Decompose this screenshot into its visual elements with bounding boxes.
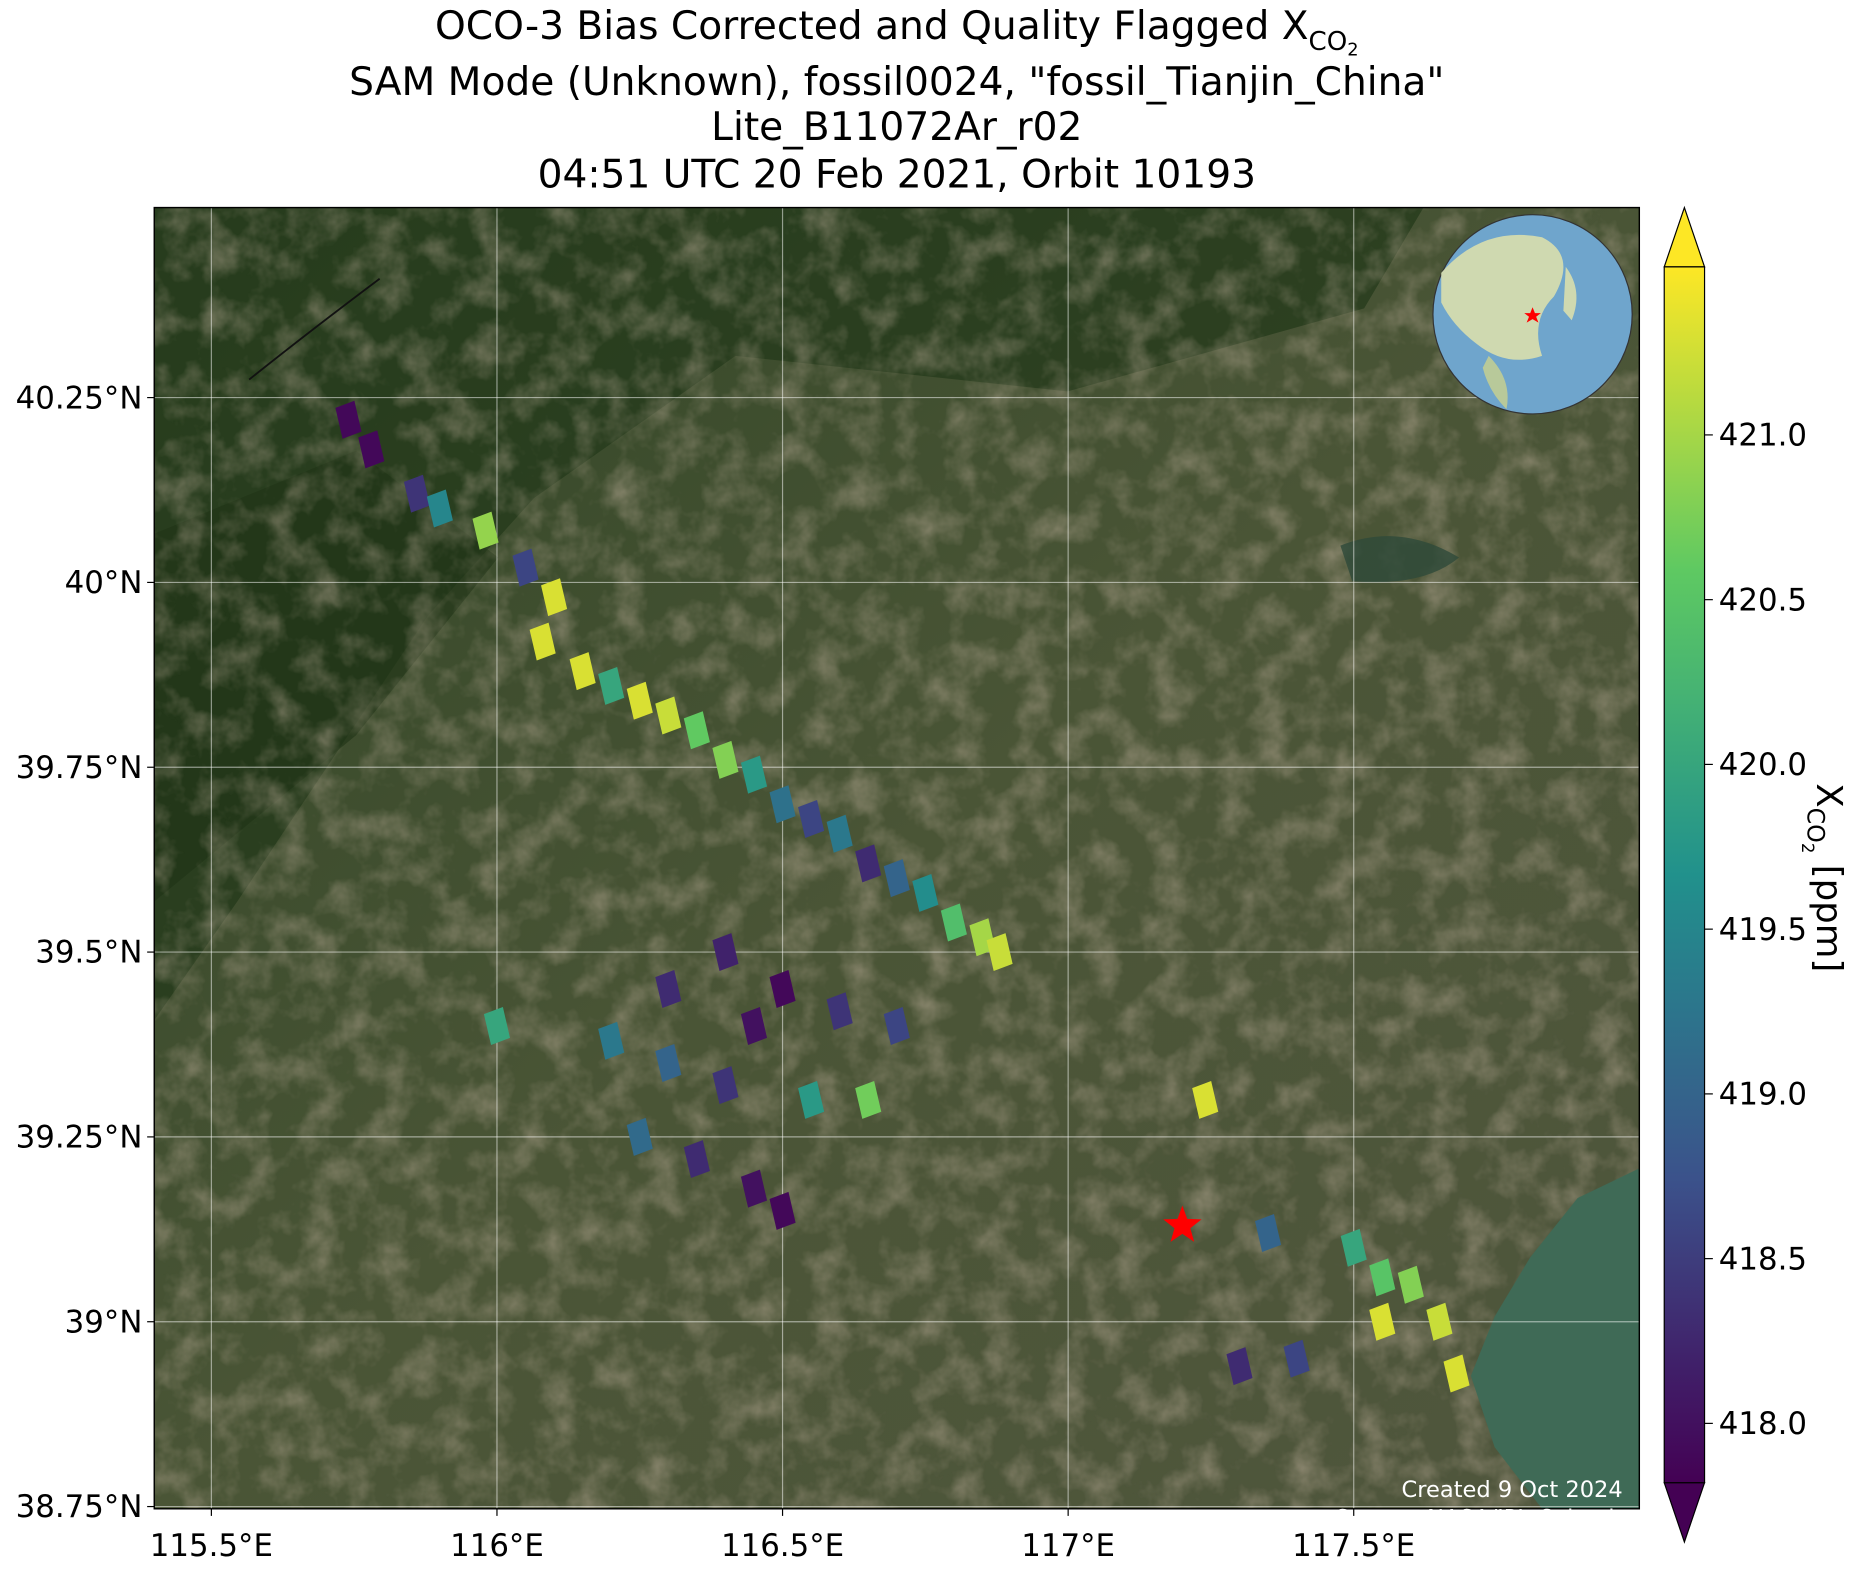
colorbar [1663, 266, 1706, 1484]
y-tick-label: 39.75°N [16, 750, 143, 786]
sounding [826, 992, 853, 1031]
sounding [598, 666, 625, 705]
sounding [598, 1021, 625, 1060]
sounding [1255, 1214, 1282, 1252]
sounding [1397, 1265, 1424, 1304]
sounding [940, 903, 967, 942]
sounding [426, 489, 453, 528]
sounding [798, 800, 825, 838]
x-tick-label: 117.5°E [1292, 1528, 1415, 1564]
sounding [529, 622, 556, 661]
inset-globe [1432, 214, 1633, 415]
sounding [798, 1080, 825, 1119]
sounding [335, 400, 362, 439]
sounding [626, 681, 653, 720]
colorbar-tick-label: 418.5 [1719, 1241, 1807, 1277]
colorbar-label: XCO2 [ppm] [1798, 783, 1849, 972]
sounding [683, 1140, 710, 1179]
sounding [740, 1007, 768, 1045]
sounding [883, 859, 910, 898]
sounding [912, 873, 939, 912]
sounding [483, 1007, 511, 1045]
y-tick-label: 38.75°N [16, 1489, 143, 1525]
sounding [712, 740, 739, 779]
colorbar-tick-label: 418.0 [1719, 1406, 1807, 1442]
sounding [541, 578, 568, 617]
sounding [712, 933, 739, 972]
y-tick-label: 40°N [65, 565, 143, 601]
target-marker [1163, 1205, 1202, 1242]
x-tick-label: 116°E [450, 1528, 544, 1564]
x-tick-label: 116.5°E [721, 1528, 844, 1564]
y-tick-label: 40.25°N [16, 380, 143, 416]
x-tick-label: 115.5°E [150, 1528, 273, 1564]
sounding [512, 548, 539, 587]
title-line: SAM Mode (Unknown), fossil0024, "fossil_… [349, 60, 1444, 105]
y-tick-label: 39°N [65, 1304, 143, 1340]
y-tick-label: 39.5°N [35, 935, 142, 971]
credit: Source: NASA/JPL-Caltech [1335, 1505, 1623, 1531]
colorbar-tick-label: 419.0 [1719, 1077, 1807, 1113]
sounding [1426, 1302, 1453, 1341]
sounding [883, 1007, 910, 1045]
title-line: 04:51 UTC 20 Feb 2021, Orbit 10193 [538, 152, 1256, 197]
sounding [855, 1080, 882, 1119]
sounding [683, 711, 710, 750]
x-tick-label: 117°E [1021, 1528, 1115, 1564]
sounding [403, 474, 431, 513]
sounding [1192, 1080, 1219, 1119]
sounding [655, 696, 682, 735]
sounding [1369, 1258, 1396, 1297]
sounding [769, 785, 796, 824]
map-background [154, 207, 1640, 1509]
colorbar-extend-max [1663, 205, 1706, 268]
sounding [472, 511, 499, 550]
colorbar-tick-label: 420.5 [1719, 582, 1807, 618]
sounding [986, 933, 1013, 972]
sounding [855, 844, 882, 883]
sounding [655, 970, 682, 1009]
sounding [712, 1066, 739, 1105]
credit: Created 9 Oct 2024 [1402, 1477, 1623, 1503]
colorbar-extend-min [1663, 1482, 1706, 1544]
map-frame [153, 206, 1641, 1510]
sounding [826, 814, 853, 853]
y-tick-label: 39.25°N [16, 1120, 143, 1156]
sounding [1443, 1354, 1470, 1393]
title-line: Lite_B11072Ar_r02 [711, 105, 1082, 150]
sounding [1340, 1228, 1367, 1267]
sounding [626, 1117, 653, 1156]
sounding [740, 755, 768, 794]
colorbar-tick-label: 420.0 [1719, 747, 1807, 783]
sounding [740, 1169, 768, 1208]
colorbar-tick-label: 419.5 [1719, 912, 1807, 948]
sounding [655, 1043, 682, 1082]
sounding [1283, 1339, 1310, 1378]
sounding [769, 1191, 796, 1230]
sounding [358, 430, 385, 469]
colorbar-tick-label: 421.0 [1719, 418, 1807, 454]
title-line: OCO-3 Bias Corrected and Quality Flagged… [435, 4, 1359, 61]
sounding [1226, 1347, 1253, 1386]
sounding [1369, 1302, 1396, 1341]
sounding [769, 970, 796, 1009]
sounding [569, 652, 596, 691]
